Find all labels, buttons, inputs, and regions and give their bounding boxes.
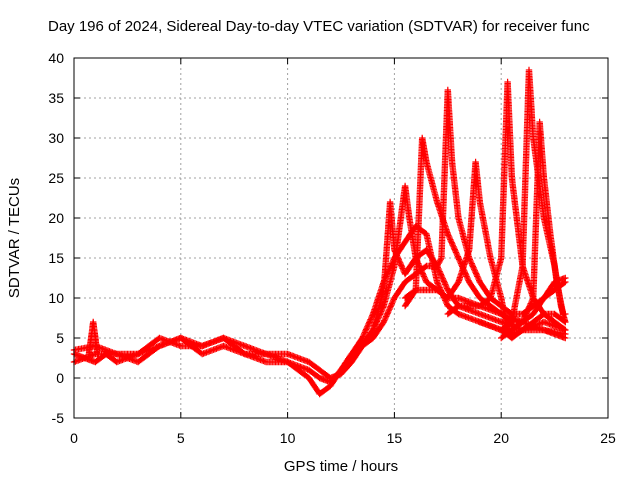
y-tick-label: 20	[48, 210, 64, 226]
y-tick-label: 30	[48, 130, 64, 146]
x-tick-label: 25	[600, 430, 616, 446]
x-tick-label: 0	[70, 430, 78, 446]
x-axis-label: GPS time / hours	[284, 458, 398, 475]
y-tick-label: 0	[56, 370, 64, 386]
y-tick-label: 25	[48, 170, 64, 186]
y-tick-label: 40	[48, 50, 64, 66]
y-tick-label: 10	[48, 290, 64, 306]
series-track-f	[401, 158, 569, 338]
y-tick-label: -5	[52, 410, 65, 426]
y-tick-label: 35	[48, 90, 64, 106]
series-spike-early	[85, 318, 101, 358]
tick-layer: 0 5 10 15 20 25 -5 0 5 10 15 20 25 30 35 40	[48, 50, 616, 446]
x-tick-label: 20	[493, 430, 509, 446]
series-track-g	[444, 78, 569, 326]
x-tick-label: 15	[387, 430, 403, 446]
x-tick-label: 5	[177, 430, 185, 446]
plot-frame	[73, 57, 609, 419]
y-axis-label: SDTVAR / TECUs	[6, 178, 23, 298]
series-track-i	[498, 118, 569, 342]
y-tick-label: 5	[56, 330, 64, 346]
y-tick-label: 15	[48, 250, 64, 266]
x-tick-label: 10	[280, 430, 296, 446]
series-track-d	[337, 86, 569, 374]
chart-title: Day 196 of 2024, Sidereal Day-to-day VTE…	[48, 18, 590, 35]
